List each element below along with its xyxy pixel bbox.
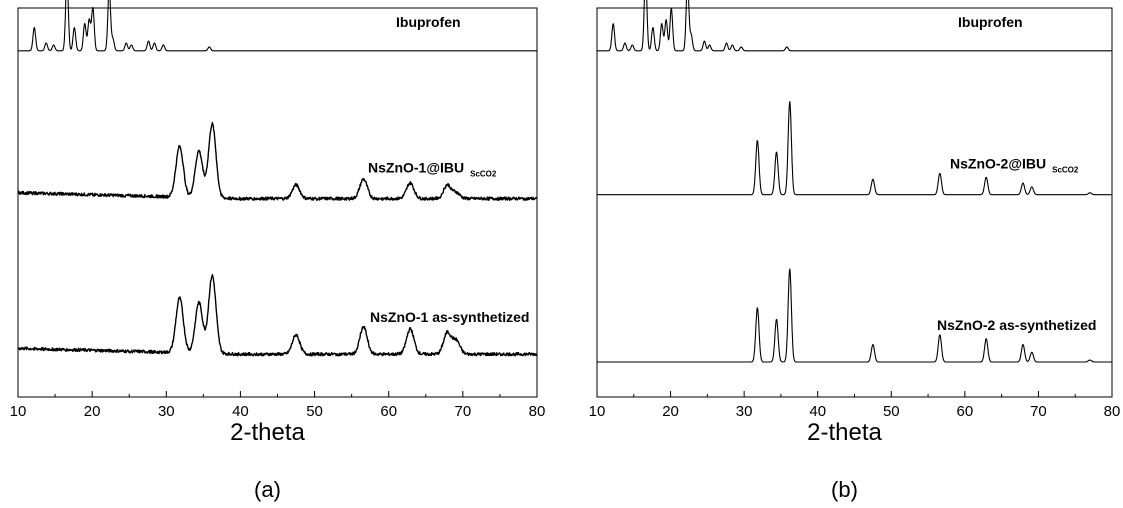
plot-frame: [596, 7, 1113, 398]
series-trace: [17, 274, 538, 357]
series-label-main: Ibuprofen: [958, 14, 1023, 30]
series-label: NsZnO-1@IBU ScCO2: [368, 160, 497, 179]
x-tick-label: 80: [529, 403, 546, 420]
series-trace: [596, 0, 1112, 52]
series-trace: [17, 121, 538, 201]
series-label-subscript: ScCO2: [1052, 166, 1079, 175]
x-tick-label: 10: [10, 403, 27, 420]
x-tick-label: 60: [957, 403, 974, 420]
series-trace: [596, 101, 1112, 196]
panel-label: (b): [831, 477, 858, 502]
x-tick-label: 60: [380, 403, 397, 420]
series-label: Ibuprofen: [958, 14, 1023, 30]
x-tick-label: 20: [662, 403, 679, 420]
series-label: NsZnO-2 as-synthetized: [937, 317, 1096, 333]
x-tick-label: 70: [1030, 403, 1047, 420]
x-tick-label: 40: [232, 403, 249, 420]
series-label-main: NsZnO-2 as-synthetized: [937, 317, 1096, 333]
series-label-main: NsZnO-1@IBU: [368, 160, 464, 176]
series-label: Ibuprofen: [396, 14, 461, 30]
x-tick-label: 50: [883, 403, 900, 420]
chart-panel-b: 10 20 30 40 50 60 70 80 2-theta (b) Ibuprofen NsZnO…: [589, 0, 1121, 502]
x-tick-label: 20: [84, 403, 101, 420]
chart-panel-a: 10 20 30 40 50 60 70 80 2-theta (a) Ibuprofen NsZnO…: [10, 0, 546, 502]
series-label: NsZnO-2@IBU ScCO2: [950, 156, 1079, 175]
series-label-main: Ibuprofen: [396, 14, 461, 30]
panel-label: (a): [254, 477, 281, 502]
plot-frame: [17, 7, 538, 398]
x-tick-label: 10: [589, 403, 606, 420]
x-tick-label: 80: [1104, 403, 1121, 420]
x-tick-label: 70: [455, 403, 472, 420]
x-tick-label: 30: [736, 403, 753, 420]
x-tick-label: 30: [158, 403, 175, 420]
x-axis-label: 2-theta: [807, 419, 882, 446]
series-label: NsZnO-1 as-synthetized: [370, 309, 529, 325]
x-axis-label: 2-theta: [230, 419, 305, 446]
series-trace: [17, 0, 537, 52]
series-label-subscript: ScCO2: [470, 170, 497, 179]
series-label-main: NsZnO-1 as-synthetized: [370, 309, 529, 325]
x-tick-label: 50: [306, 403, 323, 420]
x-tick-label: 40: [809, 403, 826, 420]
series-trace: [596, 268, 1112, 363]
series-label-main: NsZnO-2@IBU: [950, 156, 1046, 172]
